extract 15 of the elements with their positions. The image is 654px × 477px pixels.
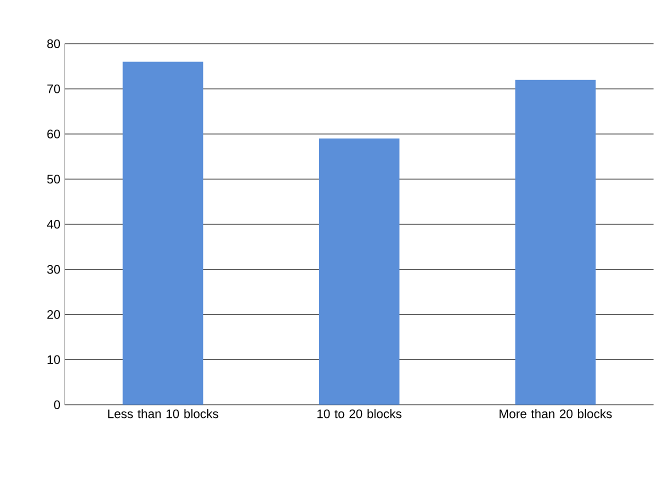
x-tick-label: 10 to 20 blocks (317, 408, 402, 418)
bar (318, 138, 400, 405)
y-tick-label: 20 (47, 310, 60, 319)
x-tick-label: More than 20 blocks (500, 408, 612, 418)
y-tick-label: 70 (47, 84, 60, 94)
y-tick-label: 50 (47, 174, 60, 184)
y-tick-label: 40 (46, 220, 60, 228)
bar (515, 80, 596, 405)
y-tick-label: 10 (48, 355, 60, 364)
y-tick-label: 30 (47, 264, 60, 274)
y-tick-label: 80 (47, 39, 60, 48)
y-tick-label: 60 (47, 129, 60, 138)
y-tick-label: 0 (54, 400, 60, 409)
x-tick-label: Less than 10 blocks (108, 408, 218, 418)
bar (122, 62, 204, 405)
